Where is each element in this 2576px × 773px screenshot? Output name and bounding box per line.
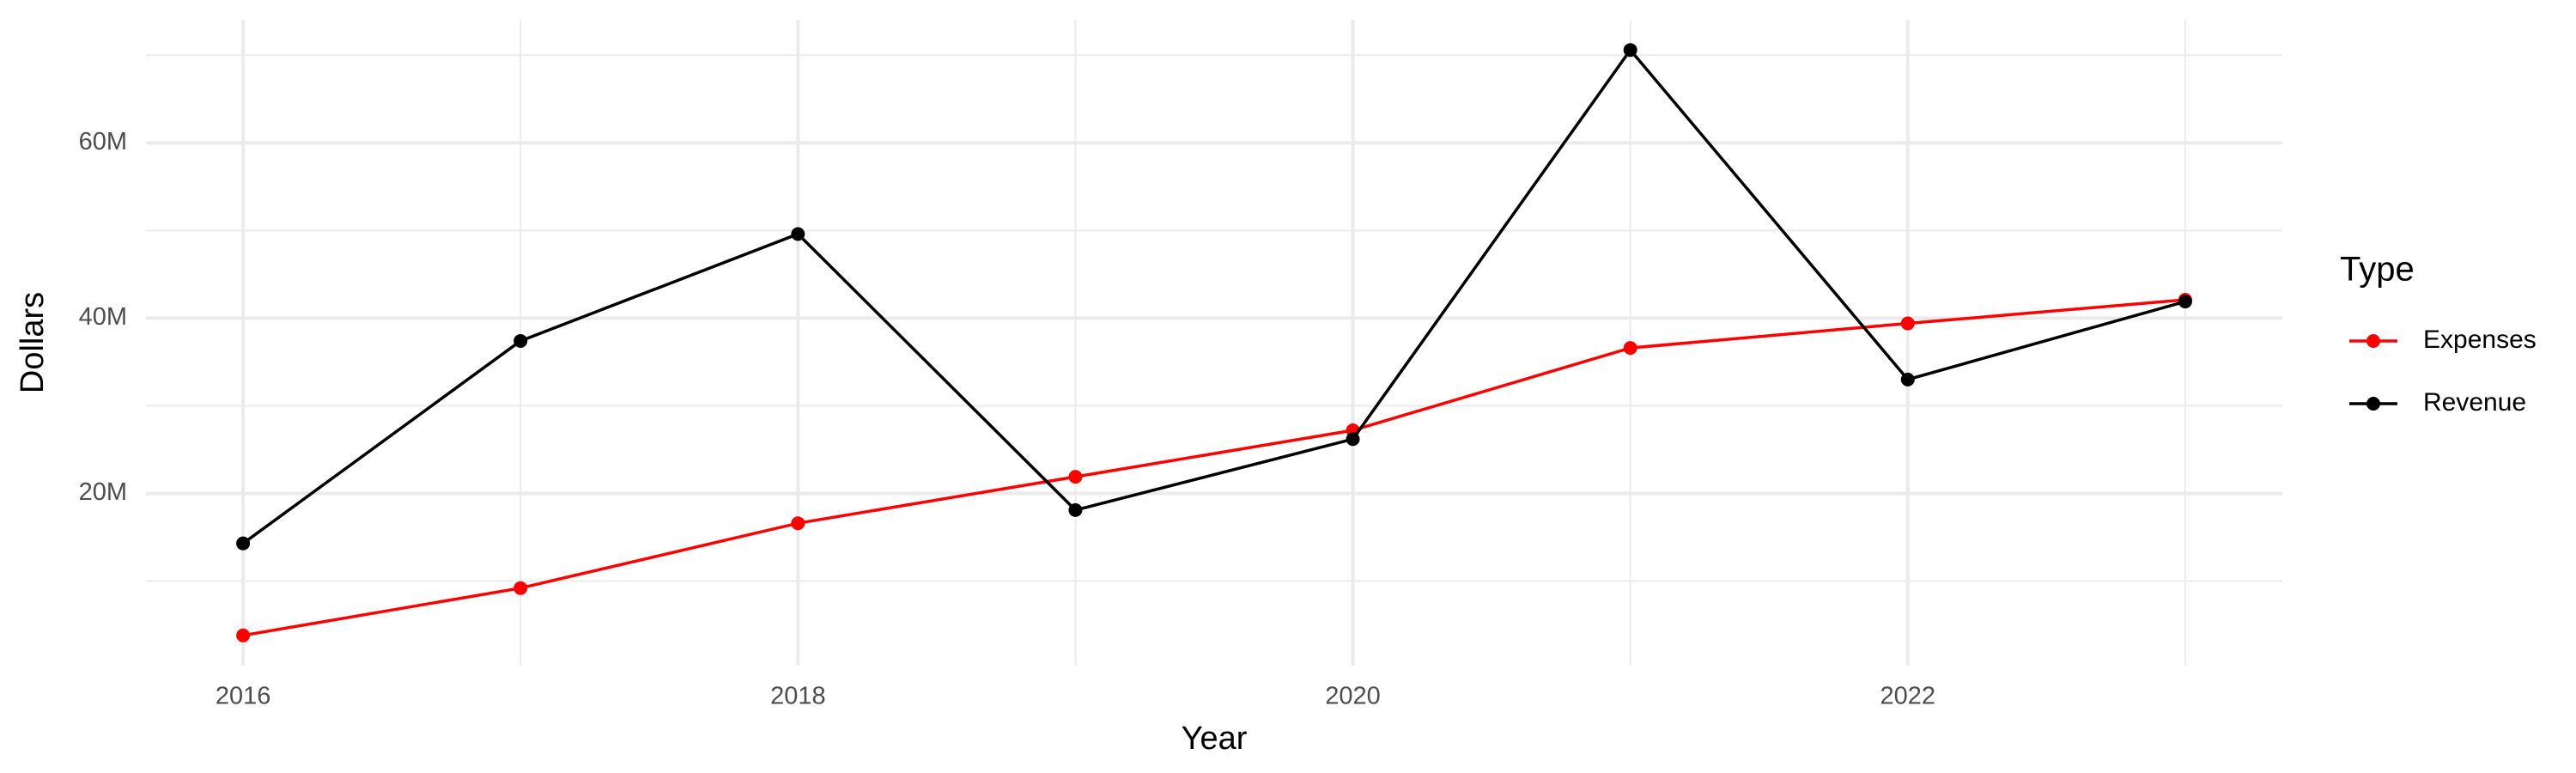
legend-label: Revenue (2423, 388, 2526, 417)
data-point (1623, 43, 1637, 58)
data-point (236, 628, 251, 642)
data-point (236, 536, 251, 551)
data-point (1900, 316, 1915, 331)
data-point (1623, 341, 1637, 356)
data-point (1900, 372, 1915, 386)
series-line (242, 298, 2186, 637)
legend-title: Type (2340, 251, 2415, 289)
legend-label: Expenses (2423, 326, 2537, 354)
data-point (2178, 295, 2192, 309)
data-point (1068, 502, 1083, 517)
data-point (1068, 470, 1083, 484)
data-point (1346, 432, 1360, 447)
data-point (513, 581, 528, 595)
x-tick-label: 2022 (1880, 683, 1936, 710)
data-point (791, 516, 805, 531)
legend-key-point (2366, 397, 2380, 411)
series-line (242, 47, 2186, 545)
y-axis-title: Dollars (15, 292, 51, 393)
x-axis-title: Year (1182, 721, 1248, 757)
y-tick-label: 60M (79, 128, 127, 155)
x-tick-label: 2020 (1325, 683, 1381, 710)
y-tick-label: 40M (79, 303, 127, 331)
x-tick-label: 2016 (216, 683, 271, 710)
data-point (791, 227, 805, 241)
y-tick-label: 20M (79, 478, 127, 506)
legend-key-point (2366, 334, 2380, 348)
x-tick-label: 2018 (770, 683, 826, 710)
data-point (513, 333, 528, 348)
